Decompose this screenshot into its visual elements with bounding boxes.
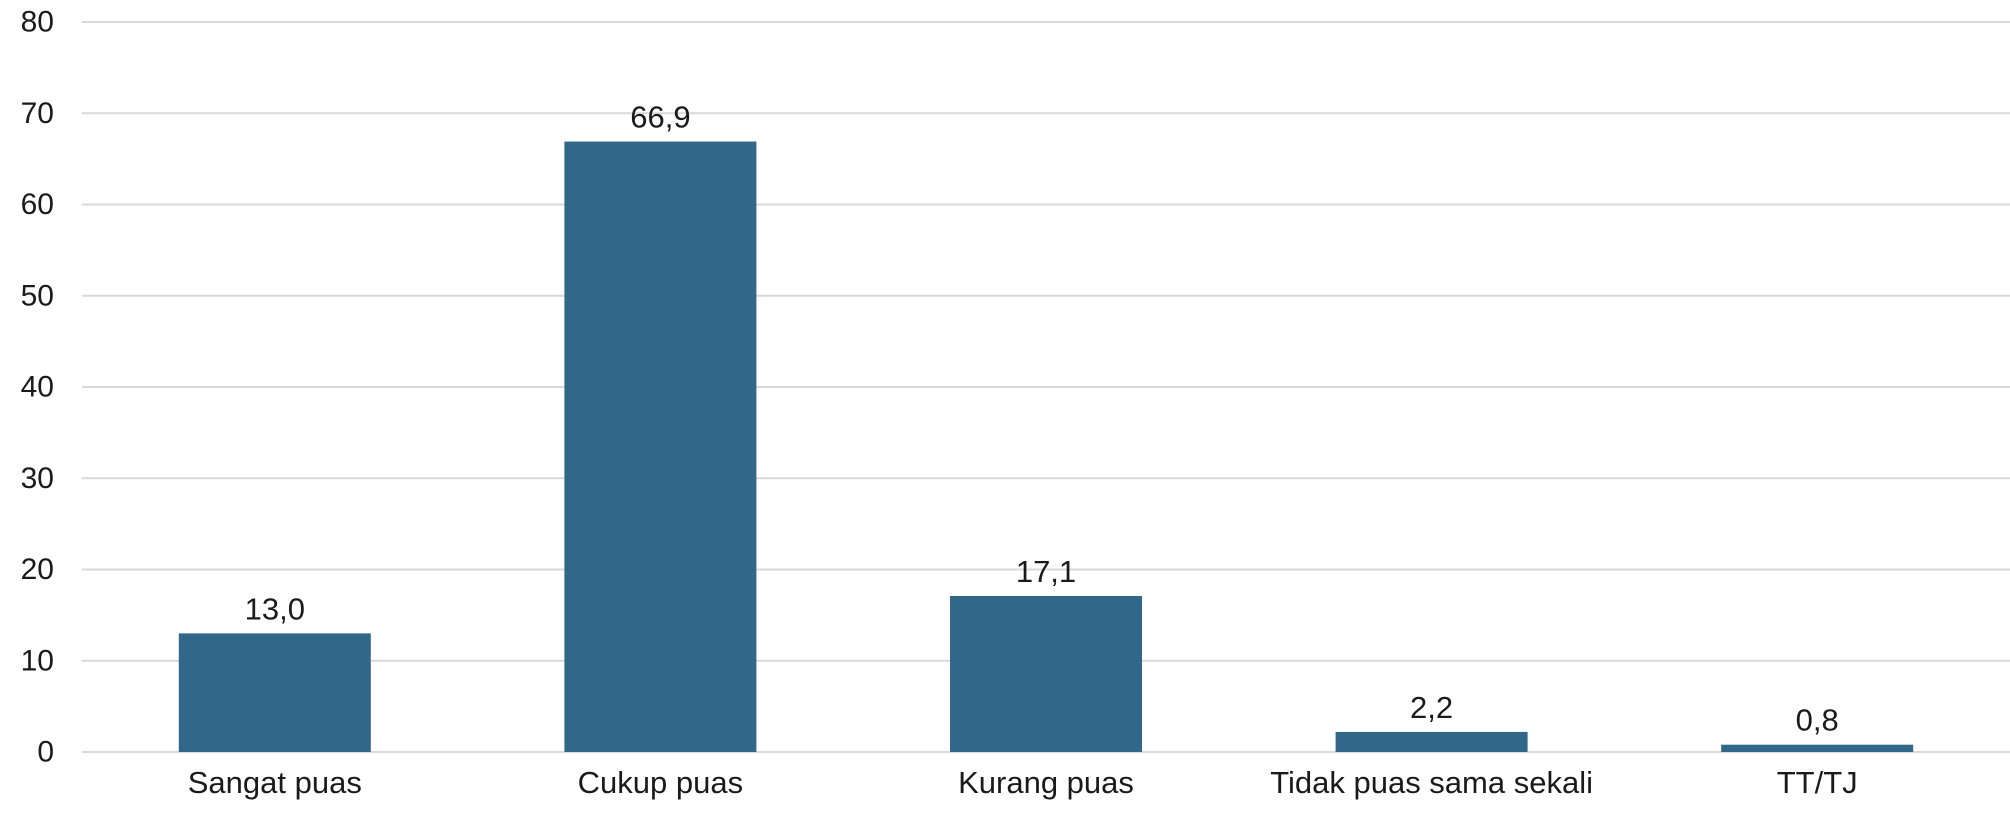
y-tick-label: 60 (21, 188, 54, 221)
x-tick-label: Sangat puas (188, 765, 362, 800)
y-tick-label: 0 (37, 736, 54, 769)
y-tick-label: 30 (21, 462, 54, 495)
gridlines (82, 21, 2010, 753)
y-tick-label: 50 (21, 279, 54, 312)
x-tick-label: TT/TJ (1777, 765, 1858, 800)
data-label: 66,9 (630, 100, 690, 135)
x-tick-label: Kurang puas (958, 765, 1134, 800)
y-tick-label: 80 (21, 6, 54, 39)
data-label: 0,8 (1796, 703, 1839, 738)
bar (1721, 744, 1914, 752)
data-labels: 13,0 66,9 17,1 2,2 0,8 (245, 100, 1839, 738)
bar (950, 595, 1142, 752)
data-label: 13,0 (245, 591, 305, 626)
bar (178, 633, 371, 752)
x-tick-label: Tidak puas sama sekali (1270, 765, 1593, 800)
y-tick-label: 20 (21, 553, 54, 586)
x-axis-tick-labels: Sangat puas Cukup puas Kurang puas Tidak pu… (188, 765, 1858, 800)
x-tick-label: Cukup puas (578, 765, 743, 800)
bar (1335, 731, 1528, 752)
bars (178, 141, 1914, 753)
bar (564, 141, 757, 753)
data-label: 2,2 (1410, 690, 1453, 725)
y-tick-label: 40 (21, 371, 54, 404)
y-axis-tick-labels: 0 10 20 30 40 50 60 70 80 (21, 6, 54, 769)
y-tick-label: 10 (21, 644, 54, 677)
y-tick-label: 70 (21, 97, 54, 130)
data-label: 17,1 (1016, 554, 1076, 589)
